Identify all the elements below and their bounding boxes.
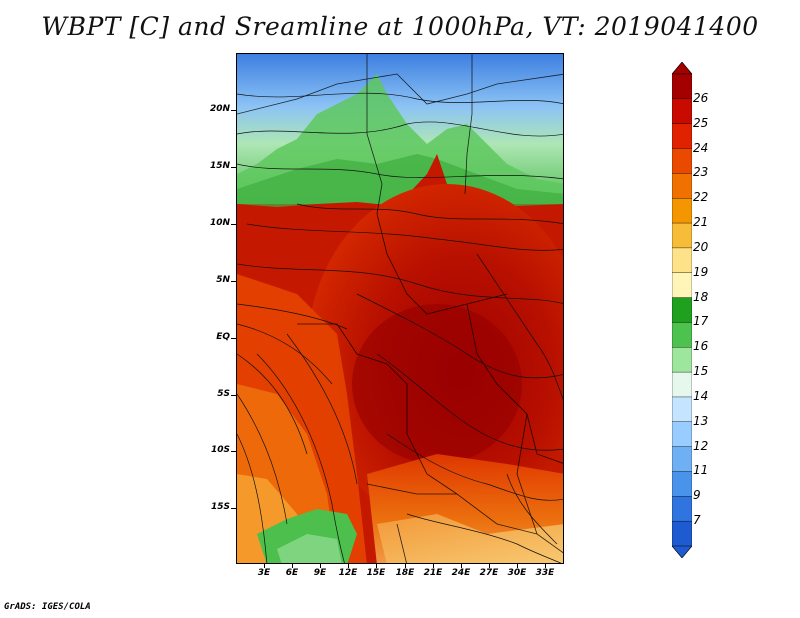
colorbar-segment (672, 396, 692, 423)
colorbar-segment (672, 222, 692, 249)
lon-tick (461, 564, 462, 568)
colorbar-tick-label: 9 (693, 488, 701, 503)
lon-label-30e: 30E (507, 568, 527, 578)
lat-tick (231, 167, 236, 168)
lon-label-27e: 27E (479, 568, 499, 578)
colorbar-tick-label: 18 (693, 289, 709, 304)
colorbar-tick-label: 21 (693, 215, 709, 230)
lon-tick (545, 564, 546, 568)
lon-tick (489, 564, 490, 568)
colorbar-segment (672, 198, 692, 224)
colorbar-segment (672, 421, 692, 448)
colorbar-tick-label: 23 (693, 165, 709, 180)
colorbar-tick-label: 11 (693, 463, 709, 478)
lat-label-10n: 10N (209, 218, 230, 228)
colorbar-segment (672, 371, 692, 398)
colorbar-tick-label: 16 (693, 339, 709, 354)
colorbar-tick-label: 7 (693, 513, 701, 528)
lat-tick (231, 395, 236, 396)
colorbar-segment (672, 520, 692, 547)
colorbar-segment (672, 322, 692, 348)
lon-tick (405, 564, 406, 568)
lon-tick (517, 564, 518, 568)
colorbar-tick-label: 12 (693, 438, 709, 453)
colorbar-tick-label: 26 (693, 90, 709, 105)
colorbar-top-arrow (672, 62, 692, 75)
colorbar-segment (672, 496, 692, 522)
colorbar-segment (672, 471, 692, 498)
country-borders (237, 54, 563, 563)
lon-tick (264, 564, 265, 568)
lat-tick (231, 110, 236, 111)
colorbar-segment (672, 173, 692, 199)
lon-tick (376, 564, 377, 568)
lat-label-15s: 15S (210, 502, 230, 512)
colorbar (672, 62, 692, 558)
lon-label-9e: 9E (313, 568, 327, 578)
lat-label-eq: EQ (216, 332, 230, 342)
lon-label-6e: 6E (285, 568, 299, 578)
wbpt-field (237, 54, 563, 563)
colorbar-tick-label: 17 (693, 314, 709, 329)
lat-label-15n: 15N (209, 161, 230, 171)
map-panel (236, 53, 564, 564)
lat-label-5s: 5S (217, 389, 230, 399)
colorbar-tick-label: 25 (693, 115, 709, 130)
footer-credit: GrADS: IGES/COLA (4, 602, 91, 612)
streamlines (237, 92, 563, 563)
colorbar-tick-label: 13 (693, 413, 709, 428)
lon-tick (348, 564, 349, 568)
colorbar-segment (672, 297, 692, 324)
colorbar-tick-label: 20 (693, 239, 709, 254)
lat-tick (231, 224, 236, 225)
colorbar-segment (672, 98, 692, 125)
colorbar-segment (672, 123, 692, 150)
colorbar-segment (672, 73, 692, 100)
lat-tick (231, 451, 236, 452)
lon-tick (320, 564, 321, 568)
lon-tick (433, 564, 434, 568)
colorbar-segment (672, 446, 692, 473)
colorbar-segment (672, 347, 692, 373)
colorbar-tick-label: 22 (693, 190, 709, 205)
lat-tick (231, 281, 236, 282)
lat-tick (231, 508, 236, 509)
lat-label-10s: 10S (210, 445, 230, 455)
colorbar-tick-label: 15 (693, 364, 709, 379)
lat-tick (231, 338, 236, 339)
lon-label-33e: 33E (535, 568, 555, 578)
colorbar-segment (672, 247, 692, 274)
lon-label-12e: 12E (338, 568, 358, 578)
colorbar-tick-label: 19 (693, 264, 709, 279)
colorbar-tick-label: 24 (693, 140, 709, 155)
lon-label-18e: 18E (395, 568, 415, 578)
colorbar-tick-label: 14 (693, 388, 709, 403)
lon-label-3e: 3E (257, 568, 271, 578)
colorbar-segment (672, 272, 692, 299)
lat-label-20n: 20N (209, 104, 230, 114)
map-title: WBPT [C] and Sreamline at 1000hPa, VT: 2… (41, 12, 759, 41)
lon-tick (292, 564, 293, 568)
lon-label-21e: 21E (423, 568, 443, 578)
lat-label-5n: 5N (216, 275, 230, 285)
lon-label-24e: 24E (451, 568, 471, 578)
colorbar-segment (672, 148, 692, 175)
colorbar-bottom-arrow (672, 545, 692, 558)
lon-label-15e: 15E (366, 568, 386, 578)
